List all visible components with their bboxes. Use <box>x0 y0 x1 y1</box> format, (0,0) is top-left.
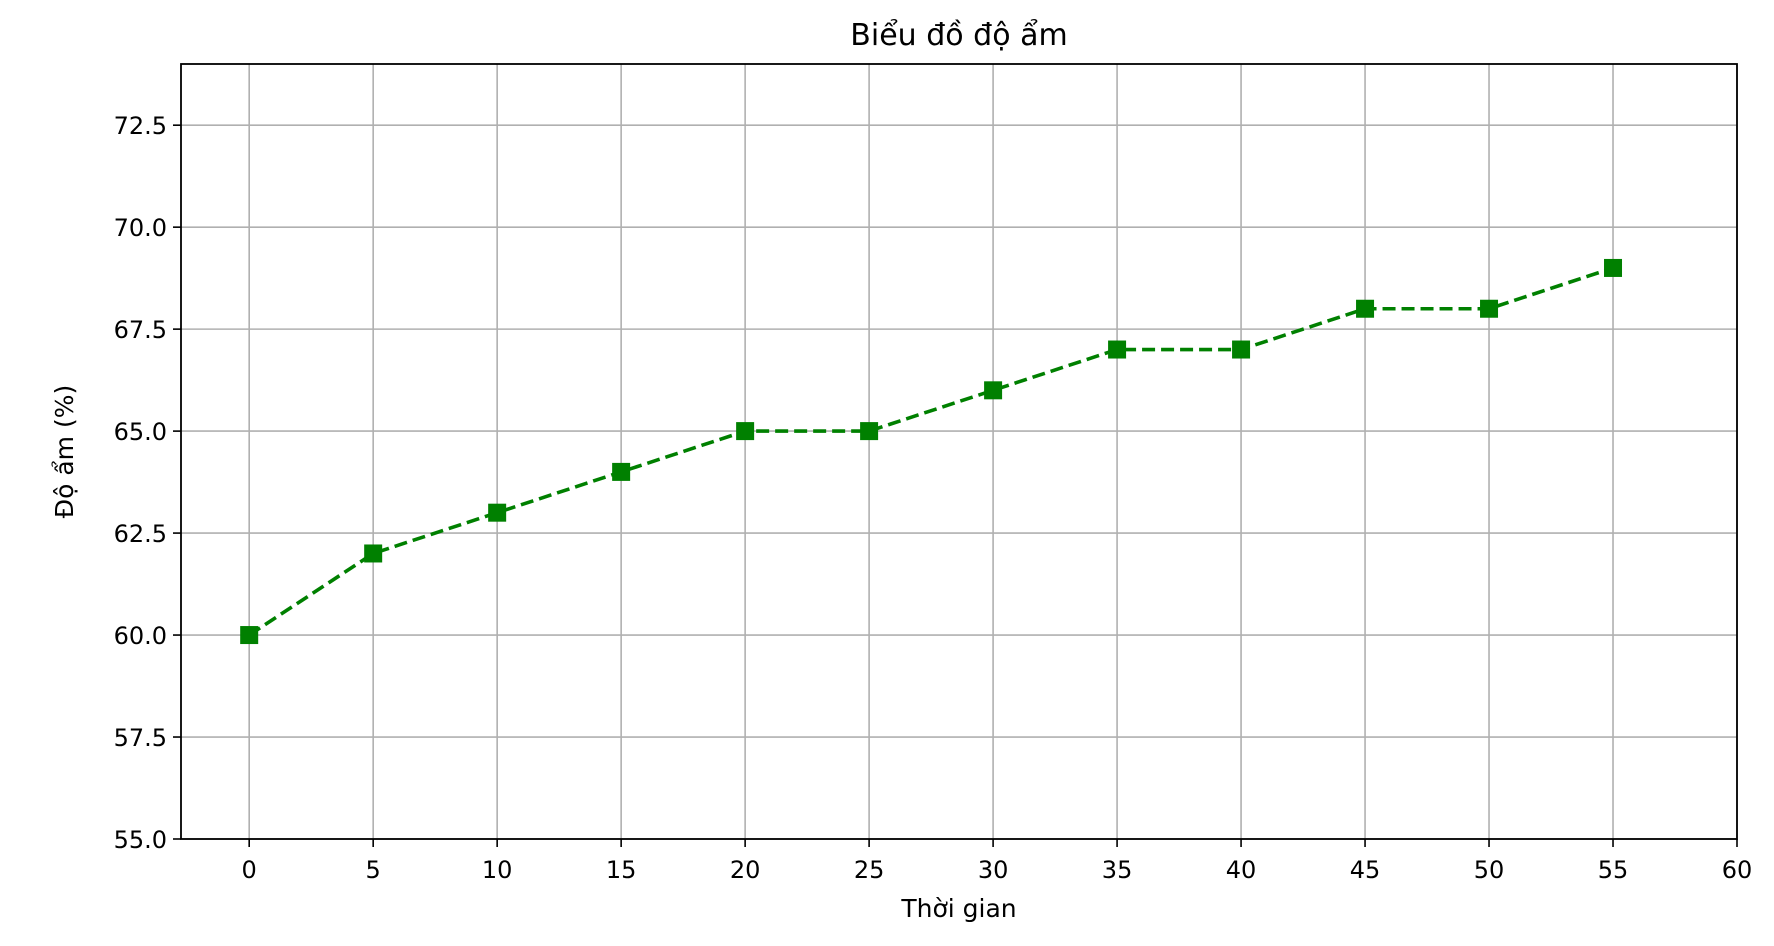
y-tick-label: 57.5 <box>114 724 167 752</box>
data-point-marker <box>1108 340 1127 359</box>
data-point-marker <box>364 544 383 563</box>
chart-title: Biểu đồ độ ẩm <box>850 17 1067 53</box>
series-line <box>248 266 1614 637</box>
x-tick-label: 0 <box>242 856 257 884</box>
data-point-marker <box>984 381 1003 400</box>
data-point-marker <box>488 503 507 522</box>
x-tick-label: 40 <box>1226 856 1257 884</box>
data-point-marker <box>240 626 259 645</box>
y-tick-label: 67.5 <box>114 316 167 344</box>
y-tick-label: 62.5 <box>114 520 167 548</box>
data-point-marker <box>1232 340 1251 359</box>
data-point-marker <box>860 422 879 441</box>
x-tick-label: 10 <box>482 856 513 884</box>
plot-area-frame <box>180 63 1738 840</box>
x-tick-label: 15 <box>606 856 637 884</box>
x-axis-label: Thời gian <box>900 894 1016 923</box>
axis-ticks: 0 5 10 15 20 25 30 35 40 45 50 55 60 55.0 57.5 60.0 62.5… <box>114 112 1753 884</box>
x-tick-label: 5 <box>366 856 381 884</box>
data-point-marker <box>1480 299 1499 318</box>
y-tick-label: 65.0 <box>114 418 167 446</box>
x-tick-label: 25 <box>854 856 885 884</box>
data-point-marker <box>612 462 631 481</box>
x-tick-label: 20 <box>730 856 761 884</box>
x-tick-label: 30 <box>978 856 1009 884</box>
y-tick-label: 72.5 <box>114 112 167 140</box>
data-point-marker <box>736 422 755 441</box>
y-tick-label: 60.0 <box>114 622 167 650</box>
x-tick-label: 50 <box>1474 856 1505 884</box>
x-tick-label: 60 <box>1722 856 1753 884</box>
y-axis-label: Độ ẩm (%) <box>50 385 79 519</box>
x-tick-label: 55 <box>1598 856 1629 884</box>
data-point-marker <box>1356 299 1375 318</box>
y-tick-label: 55.0 <box>114 826 167 854</box>
y-tick-label: 70.0 <box>114 214 167 242</box>
data-point-marker <box>1604 258 1623 277</box>
x-tick-label: 35 <box>1102 856 1133 884</box>
x-tick-label: 45 <box>1350 856 1381 884</box>
data-series <box>240 258 1623 645</box>
